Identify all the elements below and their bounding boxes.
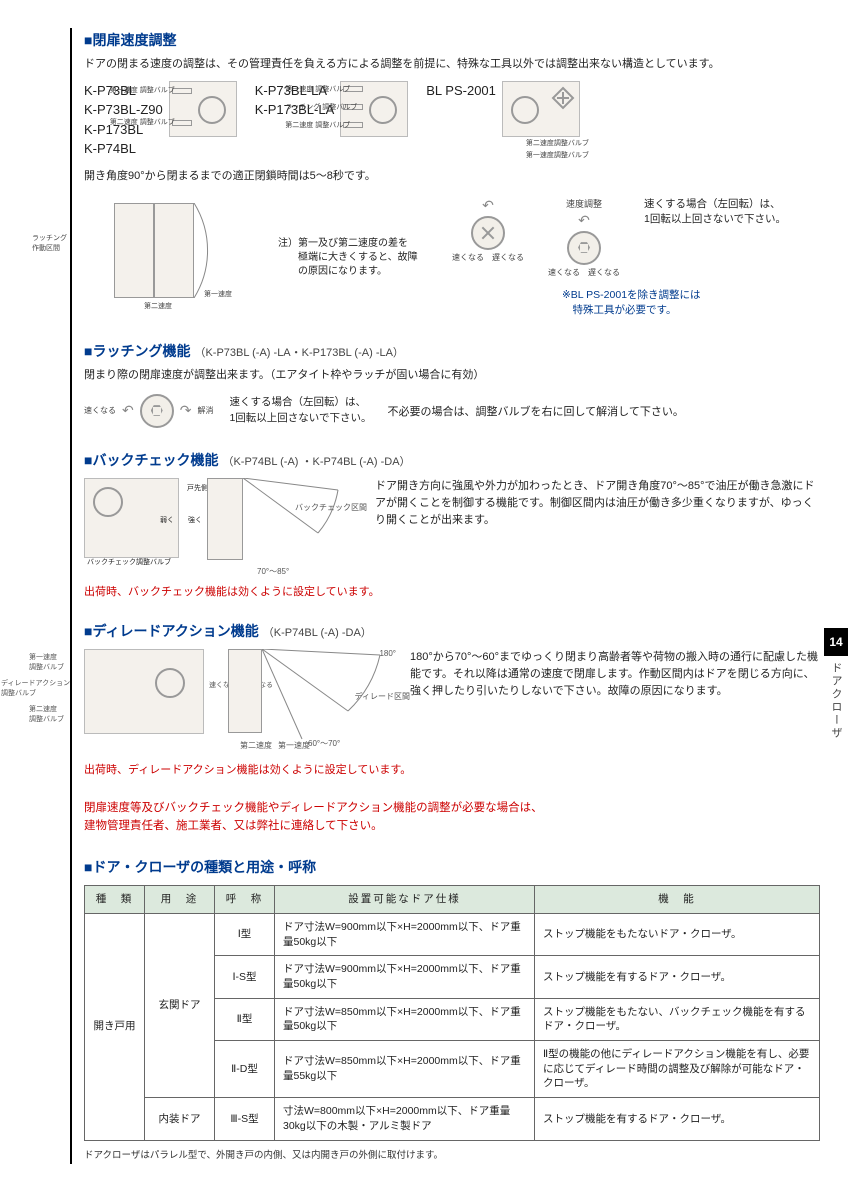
backcheck-range-diagram: バックチェック区間 70°～85° [197, 478, 357, 573]
sec4-title: ■ディレードアクション機能（K-P74BL (-A) -DA） [84, 621, 820, 641]
speed-dial-hex: 速度調整 ↶ 速くなる遅くなる [548, 197, 620, 278]
sec1-intro: ドアの閉まる速度の調整は、その管理責任を負える方による調整を前提に、特殊な工具以… [84, 56, 820, 73]
col-func: 機 能 [535, 886, 820, 914]
special-tool-note: ※BL PS-2001を除き調整には 特殊工具が必要です。 [452, 288, 786, 320]
col-spec: 設置可能なドア仕様 [275, 886, 535, 914]
col-use: 用 途 [145, 886, 215, 914]
door-speed-diagram: ラッチング 作動区間 第一速度 第二速度 [84, 203, 254, 313]
table-row: 内装ドア Ⅲ-S型寸法W=800mm以下×H=2000mm以下、ドア重量30kg… [85, 1098, 820, 1140]
backcheck-valve-diagram: 戸先側 弱く 強く バックチェック調整バルブ [84, 478, 179, 558]
table-footnote: ドアクローザはパラレル型で、外開き戸の内側、又は内開き戸の外側に取付けます。 [84, 1147, 820, 1161]
table-row: 開き戸用 玄関ドア Ⅰ型 ドア寸法W=900mm以下×H=2000mm以下、ドア… [85, 913, 820, 955]
delayed-action-valve-diagram: 第一速度 調整バルブ ディレードアクション 調整バルブ 第二速度 調整バルブ 速… [84, 649, 204, 734]
sec1-title: ■閉扉速度調整 [84, 30, 820, 50]
sec3-title: ■バックチェック機能（K-P74BL (-A) ・K-P74BL (-A) -D… [84, 450, 820, 470]
angle-note: 開き角度90°から閉まるまでの適正閉鎖時間は5～8秒です。 [84, 167, 820, 183]
col-name: 呼 称 [215, 886, 275, 914]
model-group-3: BL PS-2001 [426, 81, 496, 159]
closer-diagram-3: 第二速度調整バルブ 第一速度調整バルブ [502, 81, 580, 137]
page-number: 14 [824, 628, 848, 656]
closer-types-table: 種 類 用 途 呼 称 設置可能なドア仕様 機 能 開き戸用 玄関ドア Ⅰ型 ド… [84, 885, 820, 1140]
sec5-title: ■ドア・クローザの種類と用途・呼称 [84, 857, 820, 877]
delayed-action-description: 180°から70°～60°までゆっくり閉まり高齢者等や荷物の搬入時の通行に配慮し… [410, 649, 820, 749]
latching-dial: 速くなる ↶ ↷ 解消 [84, 394, 213, 428]
sec2-intro: 閉まり際の閉扉速度が調整出来ます。（エアタイト枠やラッチが固い場合に有効） [84, 367, 820, 384]
closer-diagram-1: 第一速度 調整バルブ 第二速度 調整バルブ [169, 81, 237, 137]
col-kind: 種 類 [85, 886, 145, 914]
backcheck-shipnote: 出荷時、バックチェック機能は効くように設定しています。 [84, 583, 820, 599]
models-row: K-P73BL K-P73BL-Z90 K-P173BL K-P74BL 第一速… [84, 81, 820, 159]
backcheck-description: ドア開き方向に強風や外力が加わったとき、ドア開き角度70°～85°で油圧が働き急… [375, 478, 820, 573]
closer-diagram-2: 第一速度 調整バルブ ラッチング 調整バルブ 第二速度 調整バルブ [340, 81, 408, 137]
latching-off-note: 不必要の場合は、調整バルブを右に回して解消して下さい。 [388, 403, 684, 419]
side-category-label: ドアクローザ [828, 662, 844, 740]
sec2-title: ■ラッチング機能（K-P73BL (-A) -LA・K-P173BL (-A) … [84, 341, 820, 361]
delayed-action-range-diagram: 180° ディレード区間 60°～70° 第二速度 第一速度 [222, 649, 392, 749]
contact-note: 閉扉速度等及びバックチェック機能やディレードアクション機能の調整が必要な場合は、… [84, 799, 820, 836]
speed-dial-cross: ↶ 速くなる遅くなる [452, 197, 524, 263]
latching-rot-note: 速くする場合（左回転）は、 1回転以上回さないで下さい。 [229, 395, 371, 427]
dial-rotation-note: 速くする場合（左回転）は、 1回転以上回さないで下さい。 [644, 197, 786, 229]
caution-note: 注）第一及び第二速度の差を 極端に大きくすると、故障 の原因になります。 [278, 237, 428, 279]
delayed-action-shipnote: 出荷時、ディレードアクション機能は効くように設定しています。 [84, 761, 820, 777]
